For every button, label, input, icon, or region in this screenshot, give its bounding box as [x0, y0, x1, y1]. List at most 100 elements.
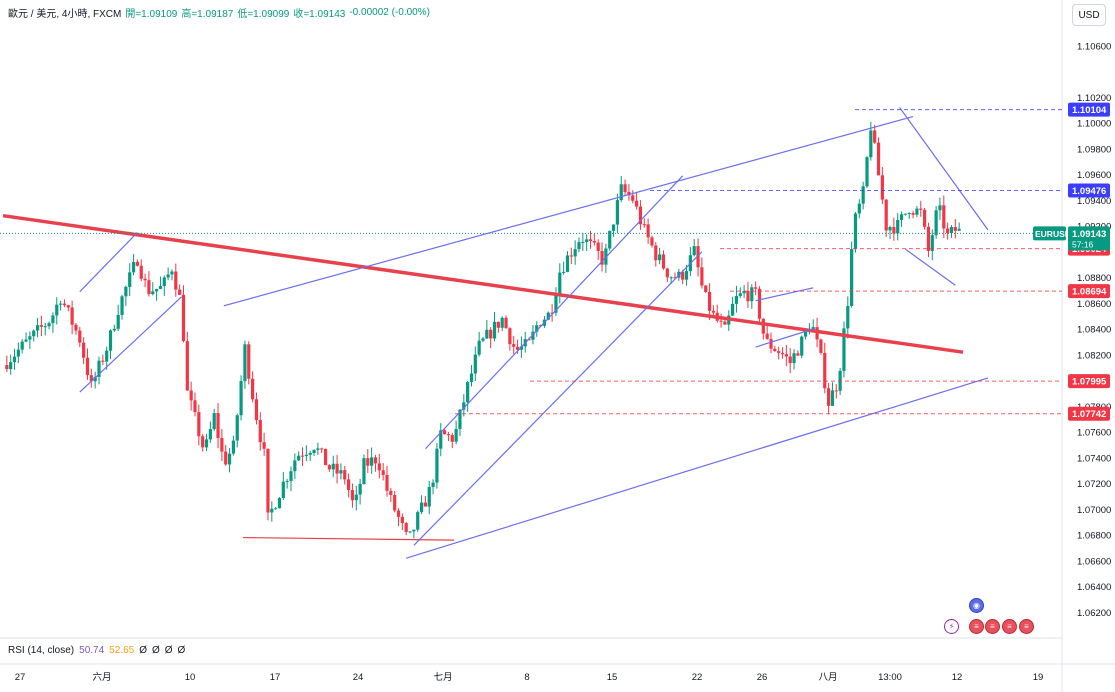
candle-body — [370, 457, 374, 466]
candle-body — [93, 376, 97, 382]
candle-body — [266, 448, 270, 513]
candle-body — [930, 235, 934, 252]
candle-body — [162, 277, 166, 287]
candle-body — [803, 331, 808, 337]
trendline — [413, 251, 703, 546]
flag-icon[interactable]: ≡ — [969, 619, 984, 634]
candle-body — [450, 435, 454, 442]
candle-body — [611, 224, 616, 231]
x-tick-label: 六月 — [92, 671, 111, 683]
candle-body — [915, 208, 919, 215]
flag-icon[interactable]: ≡ — [1002, 619, 1017, 634]
candle-body — [865, 157, 869, 187]
candle-body — [16, 349, 20, 357]
flag-icon[interactable]: ≡ — [985, 619, 1000, 634]
candle-body — [938, 205, 942, 211]
candle-body — [953, 226, 957, 231]
y-tick-label: 1.06200 — [1077, 608, 1111, 619]
y-tick-label: 1.07600 — [1077, 428, 1111, 439]
symbol-tag-bg — [1033, 226, 1066, 241]
candle-body — [777, 351, 781, 353]
candle-body — [573, 249, 577, 257]
candle-body — [74, 324, 78, 331]
candle-body — [780, 352, 785, 355]
candle-body — [515, 346, 520, 350]
candle-body — [227, 453, 232, 465]
candle-body — [492, 321, 497, 339]
symbol-name[interactable]: 歐元 / 美元, 4小時, FXCM — [8, 9, 122, 20]
candle-body — [957, 228, 961, 231]
y-tick-label: 1.10000 — [1077, 119, 1111, 130]
trendline — [424, 175, 684, 450]
candle-body — [792, 353, 796, 364]
trendline — [242, 536, 455, 541]
candle-body — [458, 409, 462, 429]
candle-body — [304, 454, 308, 456]
candle-body — [681, 271, 685, 280]
candle-body — [531, 331, 535, 340]
candle-body — [235, 415, 239, 441]
candle-body — [339, 470, 343, 474]
candle-body — [719, 320, 723, 322]
candle-body — [62, 303, 67, 306]
candle-body — [684, 271, 689, 280]
candle-body — [761, 318, 765, 334]
candle-body — [408, 531, 412, 533]
candle-body — [247, 344, 251, 379]
candle-body — [9, 362, 13, 370]
candle-body — [151, 291, 155, 295]
level-price-label: 1.07742 — [1072, 409, 1106, 420]
x-tick-label: 七月 — [433, 672, 452, 683]
candle-body — [773, 348, 777, 352]
flag-icon[interactable]: ≡ — [1019, 619, 1034, 634]
candle-body — [131, 261, 136, 273]
candle-body — [251, 378, 255, 400]
candle-body — [588, 239, 593, 242]
currency-button[interactable]: USD — [1072, 4, 1106, 26]
y-tick-label: 1.08800 — [1077, 273, 1111, 284]
candle-body — [281, 481, 285, 499]
candle-body — [869, 130, 873, 158]
candle-body — [197, 412, 201, 437]
candle-body — [896, 219, 900, 234]
candle-body — [608, 230, 612, 249]
candle-body — [596, 242, 600, 252]
open-value: 開=1.09109 — [125, 9, 178, 20]
rsi-label[interactable]: RSI (14, close) — [8, 645, 75, 656]
candle-body — [270, 508, 274, 513]
y-tick-label: 1.10600 — [1077, 41, 1111, 52]
candle-body — [477, 340, 481, 355]
level-price-label: 1.07995 — [1072, 377, 1107, 388]
candle-body — [554, 295, 558, 313]
candle-body — [108, 330, 113, 351]
level-price-label-bg — [1068, 374, 1110, 389]
candle-body — [323, 448, 328, 466]
candle-body — [746, 290, 750, 302]
candle-body — [738, 293, 742, 296]
candle-body — [658, 254, 662, 261]
rsi-value: 50.74 — [79, 645, 105, 656]
candle-body — [393, 494, 397, 511]
x-tick-label: 八月 — [818, 672, 837, 683]
candle-body — [201, 436, 205, 448]
y-tick-label: 1.07200 — [1077, 479, 1111, 490]
candle-body — [297, 455, 301, 461]
candle-body — [254, 399, 259, 421]
candle-body — [158, 286, 163, 289]
bolt-icon[interactable]: ⚡ — [944, 619, 959, 634]
candle-body — [178, 289, 182, 295]
candle-body — [562, 271, 566, 273]
level-price-label-bg — [1068, 406, 1110, 421]
candle-body — [70, 307, 74, 325]
candle-body — [923, 209, 927, 227]
candle-body — [926, 226, 931, 252]
x-tick-label: 26 — [757, 672, 768, 683]
x-tick-label: 19 — [1033, 672, 1044, 683]
flag-icon[interactable]: ◉ — [969, 598, 984, 613]
candle-body — [143, 278, 147, 281]
candle-body — [661, 254, 666, 269]
candle-body — [243, 344, 247, 382]
candle-body — [174, 271, 178, 290]
candle-body — [734, 295, 739, 304]
